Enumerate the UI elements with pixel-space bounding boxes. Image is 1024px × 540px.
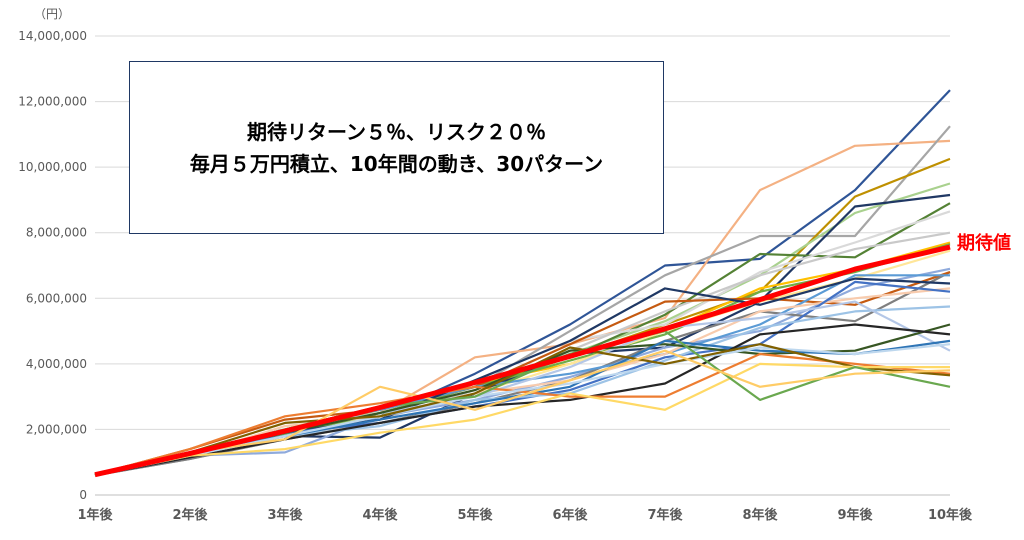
y-tick-label: 2,000,000 <box>26 422 87 436</box>
expected-value-line <box>94 244 951 478</box>
x-tick-label: 8年後 <box>742 507 778 523</box>
x-tick-label: 6年後 <box>552 507 588 523</box>
x-tick-label: 7年後 <box>647 507 683 523</box>
expected-value-label: 期待値 <box>957 232 1011 254</box>
chart-title-line-1: 期待リターン５％、リスク２０％ <box>247 119 546 144</box>
chart-title-box: 期待リターン５％、リスク２０％ 毎月５万円積立、10年間の動き、30パターン <box>129 61 664 234</box>
y-tick-label: 14,000,000 <box>18 29 87 43</box>
x-tick-label: 3年後 <box>267 507 303 523</box>
scenario-line-8 <box>94 210 951 477</box>
y-axis-unit-label: （円） <box>34 7 70 21</box>
scenario-line-7 <box>94 202 951 476</box>
y-tick-label: 12,000,000 <box>18 95 87 109</box>
x-tick-label: 4年後 <box>362 507 398 523</box>
chart-title-line-2: 毎月５万円積立、10年間の動き、30パターン <box>189 151 604 176</box>
expected-value-series <box>94 244 951 478</box>
y-tick-label: 0 <box>79 488 87 502</box>
x-tick-label: 2年後 <box>172 507 208 523</box>
x-tick-label: 10年後 <box>928 507 973 523</box>
y-tick-label: 4,000,000 <box>26 357 87 371</box>
scenario-line-28 <box>94 362 950 477</box>
x-tick-label: 1年後 <box>77 507 113 523</box>
y-tick-label: 6,000,000 <box>26 291 87 305</box>
scenario-line-15 <box>94 271 951 476</box>
x-tick-label: 5年後 <box>457 507 493 523</box>
x-axis-ticks: 1年後 2年後 3年後 4年後 5年後 6年後 7年後 8年後 9年後 10年後 <box>77 507 973 523</box>
scenario-line-24 <box>94 323 951 477</box>
y-axis-ticks: 0 2,000,000 4,000,000 6,000,000 8,000,000 10,… <box>18 29 87 502</box>
y-tick-label: 8,000,000 <box>26 226 87 240</box>
x-tick-label: 9年後 <box>837 507 873 523</box>
y-tick-label: 10,000,000 <box>18 160 87 174</box>
scenario-line-25 <box>94 352 951 476</box>
scenario-line-30 <box>94 349 951 476</box>
